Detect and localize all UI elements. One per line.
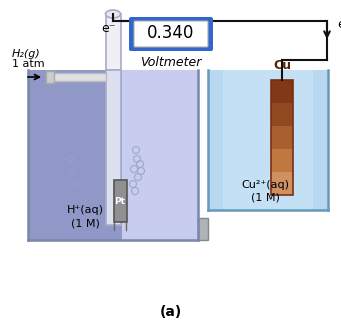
- Bar: [271, 80, 293, 103]
- Bar: [121, 70, 198, 240]
- Text: 1 atm: 1 atm: [12, 59, 45, 69]
- Bar: [50, 73, 106, 81]
- Text: (1 M): (1 M): [251, 193, 279, 203]
- Bar: [208, 70, 328, 210]
- Text: e⁻: e⁻: [337, 18, 341, 32]
- Bar: [271, 171, 293, 195]
- Text: Cu²⁺(aq): Cu²⁺(aq): [241, 180, 289, 190]
- Text: Pt: Pt: [115, 196, 125, 206]
- Text: 0.340: 0.340: [147, 24, 195, 42]
- Bar: [106, 14, 121, 70]
- Text: (a): (a): [160, 305, 182, 319]
- Text: Voltmeter: Voltmeter: [140, 56, 202, 69]
- Text: e⁻: e⁻: [101, 22, 115, 35]
- Bar: [271, 80, 293, 195]
- Text: (1 M): (1 M): [71, 218, 100, 228]
- FancyBboxPatch shape: [129, 17, 213, 51]
- Bar: [28, 70, 121, 240]
- Bar: [271, 125, 293, 149]
- Bar: [223, 70, 313, 210]
- Bar: [106, 70, 121, 225]
- Bar: [114, 180, 127, 222]
- Bar: [198, 218, 208, 240]
- Bar: [271, 103, 293, 126]
- FancyBboxPatch shape: [134, 21, 208, 47]
- Ellipse shape: [105, 10, 120, 18]
- Bar: [271, 148, 293, 172]
- Text: H⁺(aq): H⁺(aq): [66, 205, 104, 215]
- Text: H₂(g): H₂(g): [12, 49, 41, 59]
- Bar: [46, 71, 54, 83]
- Text: Cu: Cu: [273, 59, 291, 72]
